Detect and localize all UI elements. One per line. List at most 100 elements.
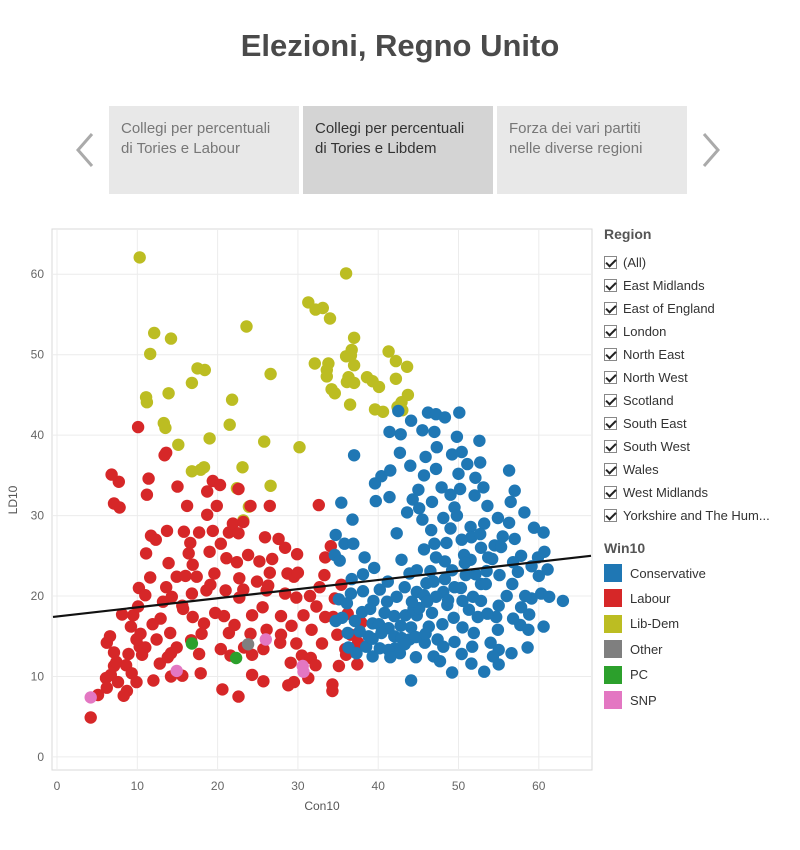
point-labour[interactable] [309,659,322,672]
point-conservative[interactable] [390,590,403,603]
point-lib-dem[interactable] [345,343,358,357]
point-conservative[interactable] [440,536,453,550]
point-conservative[interactable] [340,597,354,610]
point-labour[interactable] [115,608,129,621]
point-conservative[interactable] [519,589,532,603]
tab-tories-libdem[interactable]: Collegi per percentuali di Tories e Libd… [303,106,493,194]
point-conservative[interactable] [390,527,403,540]
point-conservative[interactable] [395,553,408,566]
point-lib-dem[interactable] [372,380,386,394]
point-labour[interactable] [110,655,123,669]
point-lib-dem[interactable] [185,376,199,390]
point-lib-dem[interactable] [133,251,146,264]
point-labour[interactable] [146,618,159,631]
point-conservative[interactable] [469,471,482,484]
point-conservative[interactable] [492,599,505,612]
point-labour[interactable] [139,547,153,560]
point-conservative[interactable] [329,528,342,542]
point-labour[interactable] [232,690,245,703]
checkbox-checked-icon[interactable] [604,462,617,476]
point-conservative[interactable] [511,565,525,579]
point-lib-dem[interactable] [159,421,172,435]
point-conservative[interactable] [419,450,432,464]
point-conservative[interactable] [455,445,468,459]
point-conservative[interactable] [380,595,394,608]
legend-item[interactable]: Conservative [604,563,706,583]
point-conservative[interactable] [447,611,460,624]
point-lib-dem[interactable] [323,312,337,325]
point-conservative[interactable] [453,482,467,496]
point-labour[interactable] [192,526,206,539]
point-labour[interactable] [140,488,154,501]
point-conservative[interactable] [366,650,379,663]
point-lib-dem[interactable] [322,357,335,370]
point-conservative[interactable] [444,522,457,535]
point-conservative[interactable] [471,610,484,624]
point-labour[interactable] [290,637,303,650]
point-conservative[interactable] [505,647,518,660]
point-conservative[interactable] [474,527,487,541]
region-option[interactable]: North East [604,344,794,364]
point-labour[interactable] [186,558,199,571]
point-labour[interactable] [135,648,149,661]
point-conservative[interactable] [425,606,439,620]
point-labour[interactable] [210,499,223,513]
point-conservative[interactable] [430,441,443,454]
point-conservative[interactable] [347,537,360,550]
point-labour[interactable] [203,545,216,558]
point-lib-dem[interactable] [164,332,178,345]
point-lib-dem[interactable] [203,432,216,445]
point-conservative[interactable] [518,506,531,519]
point-conservative[interactable] [381,575,394,588]
point-labour[interactable] [233,572,246,585]
region-option[interactable]: South East [604,413,794,433]
point-conservative[interactable] [532,569,545,583]
point-conservative[interactable] [344,587,358,600]
point-labour[interactable] [149,533,162,546]
point-lib-dem[interactable] [328,387,341,400]
legend-item[interactable]: SNP [604,690,657,710]
point-conservative[interactable] [527,521,541,534]
point-labour[interactable] [228,618,241,632]
point-labour[interactable] [260,584,273,597]
point-labour[interactable] [257,642,270,656]
tab-party-strength-regions[interactable]: Forza dei vari partiti nelle diverse reg… [497,106,687,194]
point-conservative[interactable] [405,595,419,608]
point-conservative[interactable] [428,537,441,550]
point-labour[interactable] [190,570,203,583]
point-labour[interactable] [84,711,97,724]
point-labour[interactable] [160,581,173,594]
point-lib-dem[interactable] [172,438,185,451]
point-conservative[interactable] [445,666,459,679]
point-conservative[interactable] [453,406,466,419]
point-labour[interactable] [208,567,221,580]
point-conservative[interactable] [419,627,432,640]
point-labour[interactable] [194,667,207,680]
point-lib-dem[interactable] [223,418,236,431]
point-conservative[interactable] [413,502,426,515]
point-labour[interactable] [105,468,118,481]
point-conservative[interactable] [537,526,550,539]
point-conservative[interactable] [462,603,476,616]
checkbox-checked-icon[interactable] [604,370,617,384]
point-labour[interactable] [176,602,190,616]
point-labour[interactable] [326,684,339,698]
point-lib-dem[interactable] [162,387,175,400]
point-conservative[interactable] [486,650,500,663]
point-conservative[interactable] [394,428,407,441]
point-conservative[interactable] [400,506,414,519]
point-conservative[interactable] [392,404,405,418]
point-labour[interactable] [272,532,285,546]
point-labour[interactable] [351,658,364,671]
point-conservative[interactable] [506,556,520,569]
point-conservative[interactable] [521,641,534,654]
point-conservative[interactable] [502,464,516,477]
point-labour[interactable] [130,675,143,689]
point-labour[interactable] [130,633,143,646]
point-conservative[interactable] [473,434,486,447]
point-lib-dem[interactable] [225,393,239,406]
point-labour[interactable] [201,485,214,498]
point-conservative[interactable] [450,430,464,443]
point-conservative[interactable] [417,543,431,556]
legend-item[interactable]: Lib-Dem [604,614,679,634]
